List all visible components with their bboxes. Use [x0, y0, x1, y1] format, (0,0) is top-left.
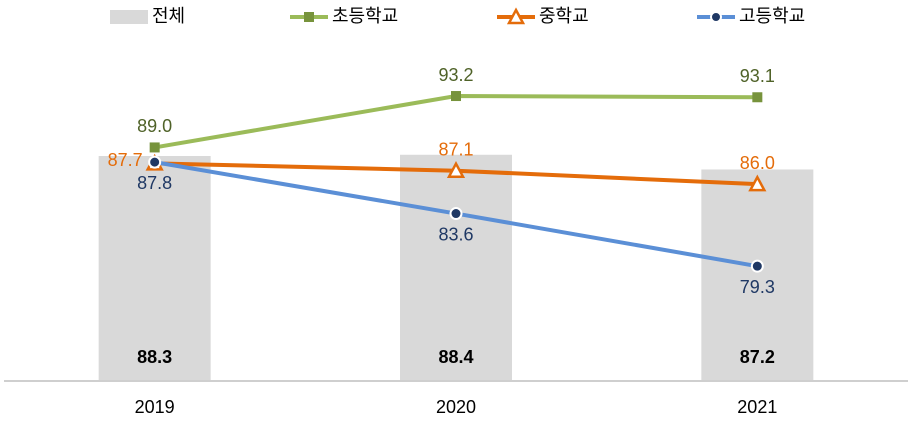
- x-tick-label: 2021: [737, 397, 777, 417]
- data-label: 89.0: [137, 116, 172, 136]
- legend-label: 고등학교: [739, 6, 805, 26]
- marker: [149, 142, 160, 153]
- marker: [451, 91, 461, 102]
- data-label: 93.2: [438, 65, 473, 85]
- bar-label: 88.4: [438, 347, 473, 367]
- data-label: 83.6: [438, 224, 473, 244]
- bar: [400, 154, 512, 380]
- bar-label: 87.2: [740, 347, 775, 367]
- marker: [750, 259, 764, 273]
- marker: [748, 174, 767, 192]
- data-label: 79.3: [740, 277, 775, 297]
- legend-marker: [304, 12, 314, 22]
- data-label: 87.1: [438, 139, 473, 159]
- marker: [752, 92, 763, 103]
- bar: [98, 156, 211, 380]
- marker: [148, 155, 162, 169]
- marker: [449, 207, 463, 221]
- bar-label: 88.3: [137, 347, 172, 367]
- data-label: 87.8: [137, 173, 172, 193]
- legend-label: 초등학교: [332, 6, 398, 26]
- legend-label: 전체: [152, 6, 185, 26]
- marker: [446, 161, 466, 178]
- legend-label: 중학교: [539, 6, 589, 26]
- data-label: 93.1: [740, 66, 775, 86]
- x-tick-label: 2019: [135, 397, 175, 417]
- legend-marker: [506, 7, 526, 25]
- x-tick-label: 2020: [436, 397, 476, 417]
- legend-swatch: [110, 10, 148, 24]
- bar: [701, 169, 814, 380]
- data-label: 86.0: [740, 153, 775, 173]
- legend-marker: [710, 11, 722, 23]
- data-label: 87.7: [108, 150, 143, 170]
